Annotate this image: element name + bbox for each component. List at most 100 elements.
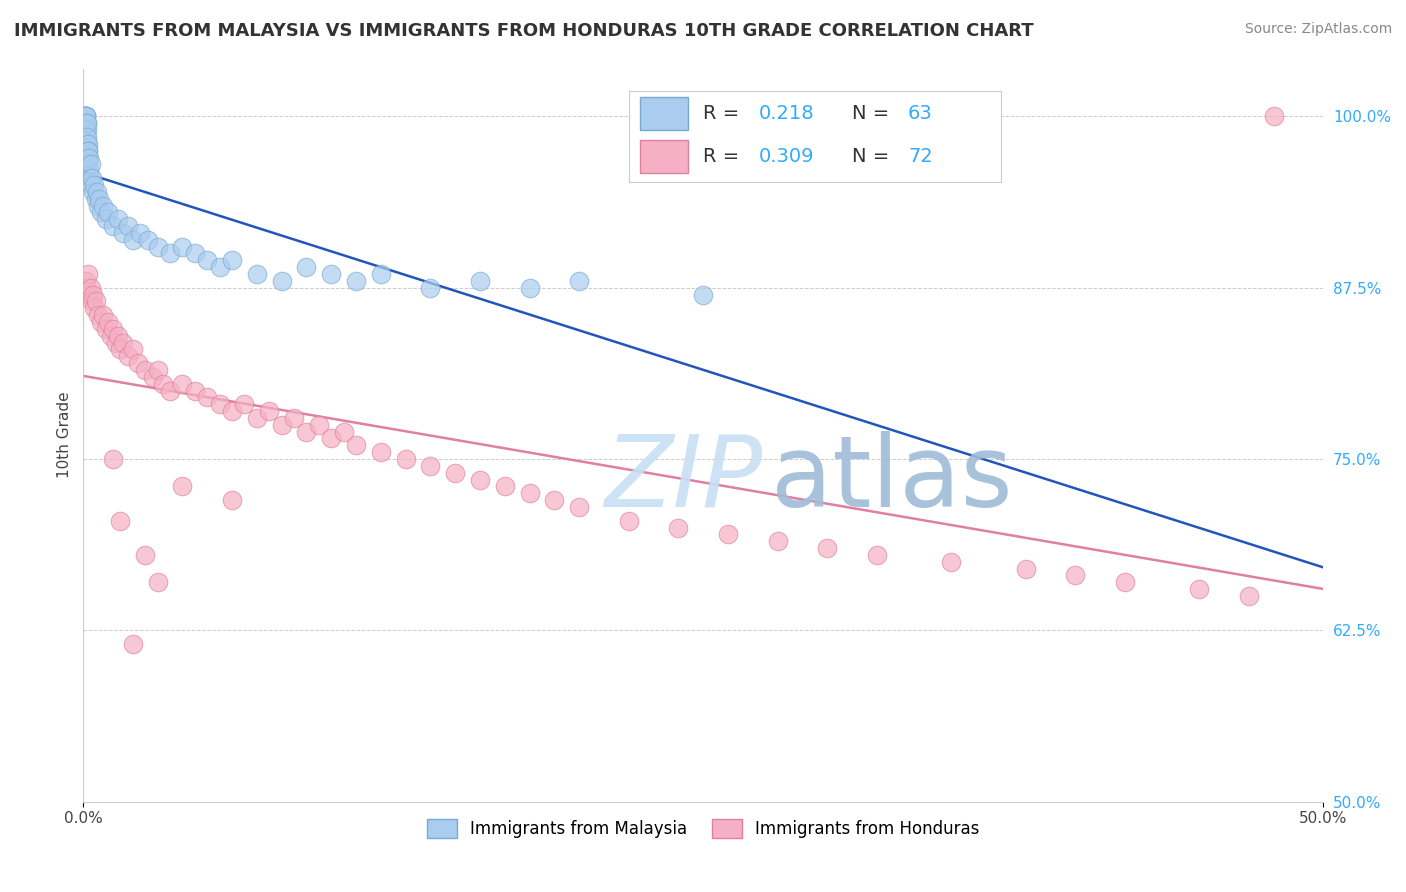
Point (146, 575, 169, 590)
Point (134, 363, 156, 377)
Point (122, 343, 145, 357)
Point (80, 281, 103, 295)
Point (79, 171, 101, 186)
Point (468, 274, 491, 288)
Point (77, 144, 100, 158)
Point (568, 500, 591, 514)
Point (221, 253, 243, 268)
Point (142, 369, 165, 384)
Legend: Immigrants from Malaysia, Immigrants from Honduras: Immigrants from Malaysia, Immigrants fro… (420, 812, 987, 845)
Point (146, 363, 169, 377)
Point (75, 116, 97, 130)
Point (75, 274, 97, 288)
Point (76, 136, 98, 151)
Point (80, 178, 103, 192)
Point (1114, 575, 1136, 590)
Point (83, 301, 105, 316)
Point (75, 110, 97, 124)
Point (866, 548, 889, 562)
Point (172, 240, 194, 254)
Text: IMMIGRANTS FROM MALAYSIA VS IMMIGRANTS FROM HONDURAS 10TH GRADE CORRELATION CHAR: IMMIGRANTS FROM MALAYSIA VS IMMIGRANTS F… (14, 22, 1033, 40)
Point (107, 212, 129, 227)
Point (221, 404, 243, 418)
Point (76, 116, 98, 130)
Point (568, 274, 591, 288)
Point (270, 417, 292, 432)
Point (73, 110, 96, 124)
Point (101, 452, 124, 467)
Point (76, 281, 98, 295)
Point (617, 514, 640, 528)
Point (1188, 582, 1211, 597)
Point (122, 637, 145, 651)
Point (84, 192, 107, 206)
Point (100, 328, 122, 343)
Point (195, 390, 218, 404)
Point (1263, 110, 1285, 124)
Point (75, 123, 97, 137)
Point (76, 116, 98, 130)
Point (1237, 589, 1260, 603)
Point (83, 178, 105, 192)
Point (370, 267, 392, 281)
Point (184, 246, 207, 260)
Point (76, 136, 98, 151)
Point (208, 260, 231, 275)
Point (419, 458, 441, 473)
Point (519, 486, 541, 500)
Point (87, 198, 110, 212)
Point (77, 157, 100, 171)
Point (233, 397, 256, 411)
Point (221, 493, 243, 508)
Point (419, 281, 441, 295)
Point (76, 130, 98, 145)
Point (283, 411, 305, 425)
Point (127, 356, 149, 370)
Point (91, 308, 114, 322)
Point (766, 534, 789, 549)
Point (321, 432, 343, 446)
Point (110, 343, 132, 357)
Point (815, 541, 838, 555)
Point (101, 322, 124, 336)
Point (543, 493, 565, 508)
Point (468, 473, 491, 487)
Point (90, 315, 112, 329)
Point (89, 192, 111, 206)
Point (321, 267, 343, 281)
Point (117, 349, 139, 363)
Point (129, 226, 152, 240)
Point (444, 466, 467, 480)
Point (110, 514, 132, 528)
Point (107, 328, 129, 343)
Point (75, 130, 97, 145)
Point (117, 219, 139, 233)
Point (172, 376, 194, 391)
Point (94, 322, 117, 336)
Point (184, 384, 207, 398)
Point (519, 281, 541, 295)
Point (82, 287, 104, 301)
Point (494, 479, 516, 493)
Text: atlas: atlas (772, 431, 1014, 527)
Point (941, 555, 963, 569)
Point (246, 411, 269, 425)
Point (159, 384, 181, 398)
Point (1064, 568, 1087, 582)
Point (80, 157, 103, 171)
Point (79, 287, 101, 301)
Point (76, 123, 98, 137)
Point (75, 110, 97, 124)
Point (73, 110, 96, 124)
Y-axis label: 10th Grade: 10th Grade (58, 392, 72, 478)
Point (692, 287, 714, 301)
Point (76, 144, 98, 158)
Point (77, 164, 100, 178)
Point (91, 198, 114, 212)
Point (295, 425, 318, 439)
Point (84, 294, 107, 309)
Point (308, 417, 330, 432)
Point (146, 240, 169, 254)
Point (90, 205, 112, 219)
Point (79, 151, 101, 165)
